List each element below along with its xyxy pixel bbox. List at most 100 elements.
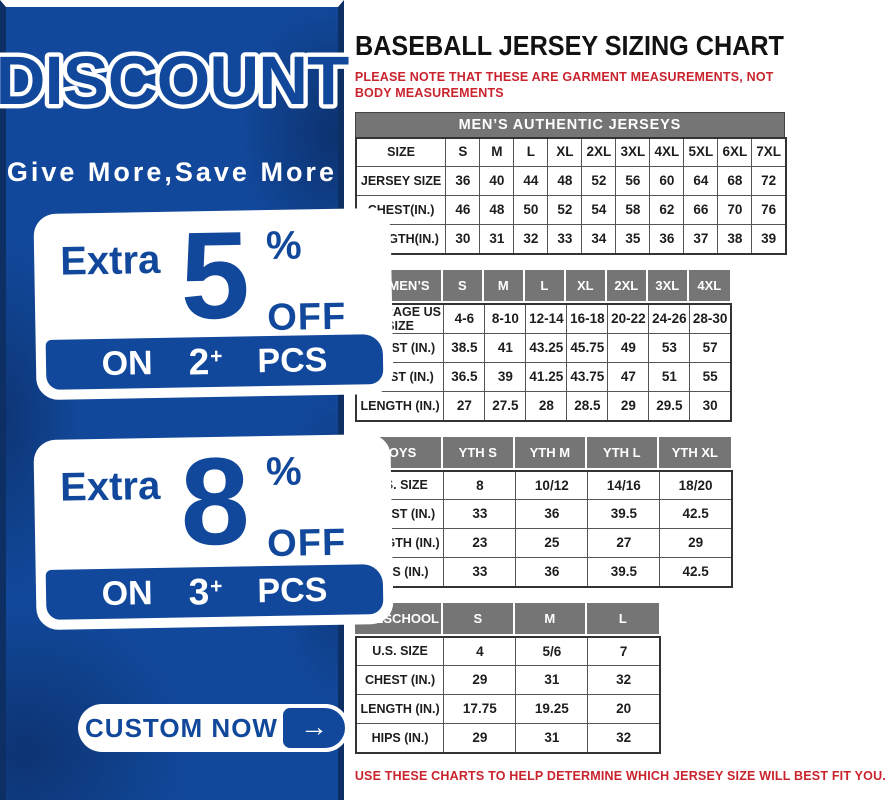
value-cell: 36.5 bbox=[443, 362, 486, 393]
value-cell: 36 bbox=[515, 557, 589, 588]
value-cell: 42.5 bbox=[659, 499, 733, 530]
header-cell: YTH S bbox=[442, 436, 515, 468]
label-cell: CHEST (IN.) bbox=[355, 665, 445, 696]
value-cell: 39 bbox=[751, 224, 787, 254]
offer-percent-off: % OFF bbox=[266, 223, 347, 340]
value-cell: 32 bbox=[587, 665, 661, 696]
table-row: JERSEY SIZE 36 40 44 48 52 56 60 64 68 72 bbox=[355, 166, 787, 196]
value-cell: 48 bbox=[547, 166, 583, 196]
size-table: AVERAGE US SIZE 4-6 8-10 12-14 16-18 20-22 24-… bbox=[354, 302, 732, 422]
size-table: SIZE S M L XL 2XL 3XL 4XL 5XL 6XL 7XL JERSEY SIZE 36… bbox=[354, 136, 787, 255]
value-cell: 10/12 bbox=[515, 470, 589, 501]
value-cell: 55 bbox=[689, 362, 732, 393]
custom-now-button[interactable]: CUSTOM NOW → bbox=[78, 704, 349, 752]
label-cell: SIZE bbox=[355, 137, 447, 167]
value-cell: 68 bbox=[717, 166, 753, 196]
header-cell: 4XL bbox=[688, 269, 730, 301]
value-cell: 28.5 bbox=[566, 391, 609, 422]
value-cell: 7 bbox=[587, 636, 661, 667]
value-cell: 38.5 bbox=[443, 333, 486, 364]
value-cell: 27 bbox=[443, 391, 486, 422]
value-cell: 76 bbox=[751, 195, 787, 225]
value-cell: 31 bbox=[515, 665, 589, 696]
value-cell: S bbox=[445, 137, 481, 167]
value-cell: 66 bbox=[683, 195, 719, 225]
value-cell: 72 bbox=[751, 166, 787, 196]
quantity-number: 3 bbox=[188, 571, 210, 613]
off-label: OFF bbox=[266, 521, 347, 566]
table-preschool: PRESCHOOL S M L U.S. SIZE 4 5/6 7 CHEST (IN.) 29 3… bbox=[354, 602, 886, 754]
value-cell: 19.25 bbox=[515, 694, 589, 725]
value-cell: 25 bbox=[515, 528, 589, 559]
value-cell: 30 bbox=[689, 391, 732, 422]
value-cell: 36 bbox=[445, 166, 481, 196]
value-cell: 58 bbox=[615, 195, 651, 225]
discount-panel: DISCOUNT Give More,Save More Extra 5 % O… bbox=[0, 0, 394, 800]
value-cell: 4XL bbox=[649, 137, 685, 167]
value-cell: 5/6 bbox=[515, 636, 589, 667]
value-cell: 14/16 bbox=[587, 470, 661, 501]
value-cell: 60 bbox=[649, 166, 685, 196]
offer-extra-label: Extra bbox=[59, 463, 161, 510]
table-header-row: BOYS YTH S YTH M YTH L YTH XL bbox=[354, 436, 731, 468]
value-cell: 27.5 bbox=[484, 391, 527, 422]
header-cell: M bbox=[514, 602, 587, 634]
value-cell: 43.75 bbox=[566, 362, 609, 393]
value-cell: 29 bbox=[659, 528, 733, 559]
header-cell: L bbox=[586, 602, 659, 634]
header-cell: S bbox=[442, 269, 484, 301]
value-cell: 29 bbox=[607, 391, 650, 422]
value-cell: 64 bbox=[683, 166, 719, 196]
label-cell: LENGTH (IN.) bbox=[355, 391, 445, 422]
value-cell: 45.75 bbox=[566, 333, 609, 364]
value-cell: 34 bbox=[581, 224, 617, 254]
value-cell: 4 bbox=[443, 636, 517, 667]
offer-card-5-percent: Extra 5 % OFF ON 2+ PCS bbox=[33, 206, 394, 401]
offer-card-8-percent: Extra 8 % OFF ON 3+ PCS bbox=[33, 432, 394, 631]
value-cell: 52 bbox=[581, 166, 617, 196]
value-cell: 62 bbox=[649, 195, 685, 225]
value-cell: 38 bbox=[717, 224, 753, 254]
value-cell: 50 bbox=[513, 195, 549, 225]
offer-condition-bar: ON 3+ PCS bbox=[45, 564, 384, 620]
value-cell: 33 bbox=[547, 224, 583, 254]
size-table: U.S. SIZE 4 5/6 7 CHEST (IN.) 29 31 32 LENGTH (I… bbox=[354, 635, 661, 754]
table-row: AVERAGE US SIZE 4-6 8-10 12-14 16-18 20-22 24-… bbox=[355, 302, 732, 335]
quantity-number: 2 bbox=[188, 341, 210, 383]
table-row: U.S. SIZE 4 5/6 7 bbox=[355, 636, 661, 667]
table-row: HIPS (IN.) 29 31 32 bbox=[355, 723, 661, 754]
discount-title: DISCOUNT bbox=[0, 42, 349, 119]
on-label: ON bbox=[101, 573, 153, 613]
value-cell: 70 bbox=[717, 195, 753, 225]
value-cell: 39 bbox=[484, 362, 527, 393]
value-cell: 57 bbox=[689, 333, 732, 364]
label-cell: HIPS (IN.) bbox=[355, 723, 445, 754]
value-cell: 46 bbox=[445, 195, 481, 225]
table-row: HIPS (IN.) 33 36 39.5 42.5 bbox=[355, 557, 733, 588]
value-cell: 41.25 bbox=[525, 362, 568, 393]
offer-condition-bar: ON 2+ PCS bbox=[45, 334, 384, 390]
plus-sign: + bbox=[209, 344, 223, 368]
header-cell: YTH M bbox=[514, 436, 587, 468]
size-table: U.S. SIZE 8 10/12 14/16 18/20 CHEST (IN.) 33 36… bbox=[354, 469, 733, 588]
value-cell: 24-26 bbox=[648, 302, 691, 335]
table-row: LENGTH (IN.) 17.75 19.25 20 bbox=[355, 694, 661, 725]
value-cell: 49 bbox=[607, 333, 650, 364]
table-row: CHEST (IN.) 38.5 41 43.25 45.75 49 53 57 bbox=[355, 333, 732, 364]
label-cell: LENGTH (IN.) bbox=[355, 694, 445, 725]
value-cell: 27 bbox=[587, 528, 661, 559]
value-cell: 8-10 bbox=[484, 302, 527, 335]
value-cell: 7XL bbox=[751, 137, 787, 167]
header-cell: YTH XL bbox=[658, 436, 731, 468]
table-row: U.S. SIZE 8 10/12 14/16 18/20 bbox=[355, 470, 733, 501]
value-cell: 39.5 bbox=[587, 499, 661, 530]
value-cell: 33 bbox=[443, 557, 517, 588]
value-cell: 16-18 bbox=[566, 302, 609, 335]
value-cell: L bbox=[513, 137, 549, 167]
offer-number: 8 bbox=[179, 432, 251, 572]
value-cell: 17.75 bbox=[443, 694, 517, 725]
value-cell: 12-14 bbox=[525, 302, 568, 335]
value-cell: 31 bbox=[515, 723, 589, 754]
table-header-row: PRESCHOOL S M L bbox=[354, 602, 659, 634]
